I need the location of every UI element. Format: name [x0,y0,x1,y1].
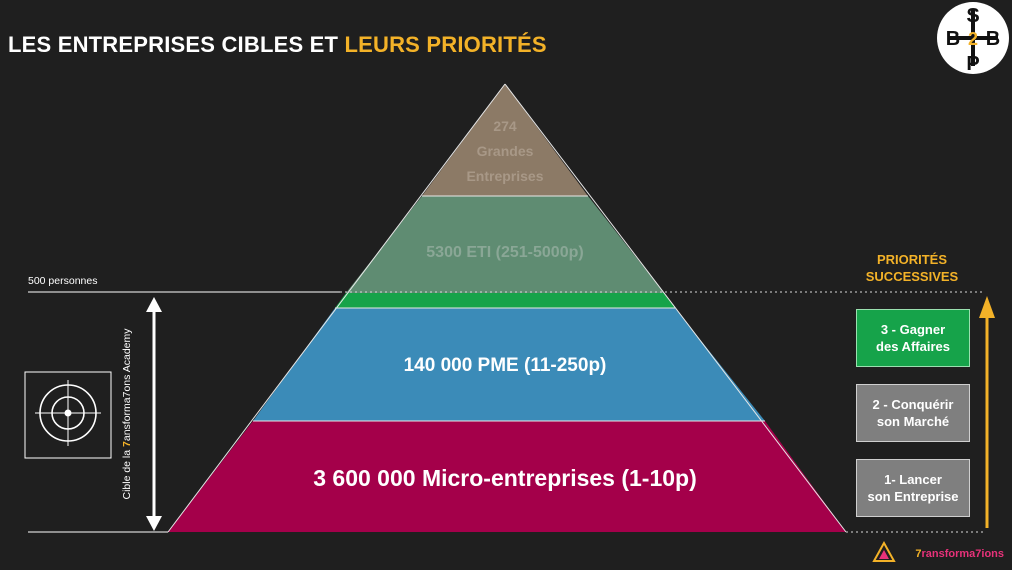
priorities-arrow [979,296,995,528]
priority-2-line-2: son Marché [876,414,950,429]
title-main: LES ENTREPRISES CIBLES ET [8,32,339,57]
logo-letter-p: P [966,53,979,75]
priority-3-line-2: des Affaires [876,339,950,354]
pyramid-level-micro [168,421,846,532]
priority-2-line-1: 2 - Conquérir [872,397,954,412]
vertical-label-after: ansforma7ons Academy [121,328,133,442]
priority-box-1: 1- Lancer son Entreprise [856,459,970,517]
level-1-line-2: Grandes [477,143,534,159]
brand-logo-seven: 7 [915,548,922,560]
target-icon [24,371,112,459]
slide-title: LES ENTREPRISES CIBLES ET LEURS PRIORITÉ… [8,32,547,58]
priority-box-3: 3 - Gagner des Affaires [856,309,970,367]
pyramid-level-pme [253,308,765,421]
vertical-label-seven: 7 [121,441,133,447]
pyramid-level-grandes-entreprises [422,84,588,196]
priorities-title-line-2: SUCCESSIVES [865,269,959,284]
priority-1-line-1: 1- Lancer [884,472,942,487]
target-range-arrow [146,297,162,531]
pyramid-band-eti-500 [335,293,675,308]
level-2-label: 5300 ETI (251-5000p) [426,244,583,261]
vertical-label-before: Cible de la [121,446,133,500]
level-4-label: 3 600 000 Micro-entreprises (1-10p) [313,465,697,491]
level-1-line-1: 274 [493,118,517,134]
logo-letter-b-left: B [946,28,960,50]
priorities-title: PRIORITÉS SUCCESSIVES [842,251,982,285]
priorities-title-line-1: PRIORITÉS [876,252,948,267]
logo-letter-s: S [966,5,979,27]
priority-1-line-2: son Entreprise [867,489,959,504]
pyramid-level-eti [346,196,664,293]
level-3-label: 140 000 PME (11-250p) [404,355,607,376]
priority-3-line-1: 3 - Gagner [880,322,946,337]
s2bp-logo: S B 2 B P [937,2,1009,75]
title-highlight: LEURS PRIORITÉS [344,32,547,57]
logo-letter-b-right: B [986,28,1000,50]
level-1-line-3: Entreprises [466,168,543,184]
pyramid [167,83,847,533]
vertical-target-label: Cible de la 7ansforma7ons Academy [121,328,133,499]
brand-logo-text: ransforma7ions [921,548,1004,560]
logo-letter-2: 2 [968,29,978,49]
priority-box-2: 2 - Conquérir son Marché [856,384,970,442]
transformations-logo-triangle [872,540,896,562]
transformations-logo-text: 7ransforma7ions [915,548,1004,560]
threshold-label: 500 personnes [28,275,98,287]
